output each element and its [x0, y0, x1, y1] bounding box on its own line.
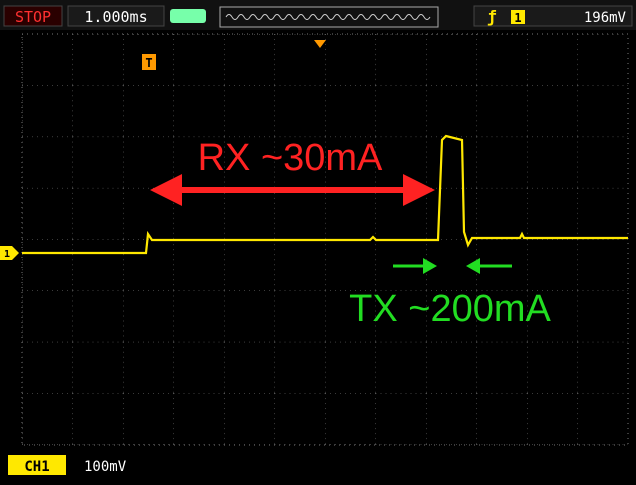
tx-label: TX ~200mA [349, 288, 551, 330]
trigger-channel: 1 [514, 11, 521, 25]
trigger-level: 196mV [584, 10, 627, 26]
scope-screen: STOP 1.000ms ƒ 1 196mV T 1 RX ~30mA TX ~… [0, 0, 636, 485]
channel-marker: 1 [4, 249, 10, 260]
battery-icon [170, 9, 206, 23]
footer-scale: 100mV [84, 459, 127, 475]
rx-label: RX ~30mA [198, 137, 383, 179]
trigger-marker: T [145, 56, 152, 70]
run-mode: STOP [15, 8, 51, 26]
footer-channel: CH1 [24, 459, 49, 475]
edge-icon: ƒ [487, 7, 497, 26]
timebase: 1.000ms [84, 8, 147, 26]
